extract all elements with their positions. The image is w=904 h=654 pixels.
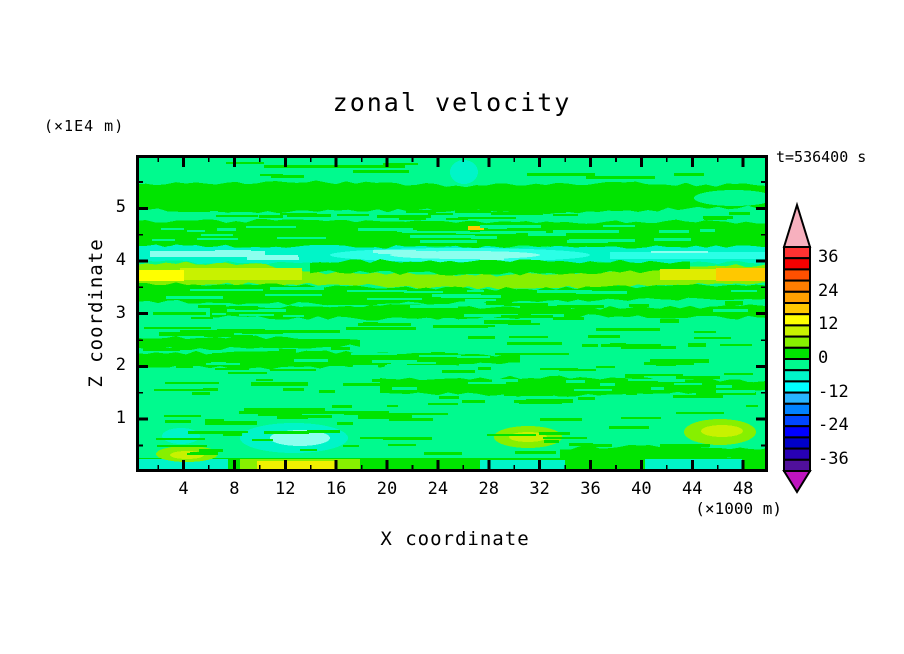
colorbar-box xyxy=(783,324,811,338)
x-tick-label: 8 xyxy=(229,479,240,499)
colorbar-tick-label: 12 xyxy=(818,314,839,335)
colorbar-tick-label: -24 xyxy=(818,415,849,436)
x-tick-label: 48 xyxy=(732,479,754,499)
contour-region xyxy=(694,190,768,206)
z-tick-label: 4 xyxy=(115,250,126,270)
colorbar xyxy=(782,201,812,494)
contour-band xyxy=(136,261,768,290)
contour-region xyxy=(257,461,337,471)
colorbar-box xyxy=(783,380,811,394)
contour-band xyxy=(560,444,768,462)
contour-region xyxy=(180,268,302,280)
contour-region xyxy=(468,226,484,230)
x-tick-label: 32 xyxy=(529,479,550,499)
colorbar-under-arrow xyxy=(782,470,812,494)
colorbar-box xyxy=(783,279,811,293)
colorbar-tick-label: 36 xyxy=(818,247,839,268)
colorbar-box xyxy=(783,436,811,450)
contour-region xyxy=(660,269,718,280)
x-tick-label: 40 xyxy=(631,479,652,499)
colorbar-box xyxy=(783,447,811,461)
plot-title: zonal velocity xyxy=(332,88,572,117)
x-tick-label: 4 xyxy=(178,479,189,499)
colorbar-tick-label: 24 xyxy=(818,280,839,301)
contour-region xyxy=(162,428,200,444)
x-tick-label: 44 xyxy=(682,479,703,499)
z-axis-title: Z coordinate xyxy=(85,238,107,388)
colorbar-box xyxy=(783,414,811,428)
colorbar-box xyxy=(783,458,811,472)
x-tick-label: 36 xyxy=(580,479,601,499)
z-axis-units-label: (×1E4 m) xyxy=(44,117,125,135)
colorbar-tick-label: -36 xyxy=(818,448,849,469)
contour-region xyxy=(610,252,768,259)
colorbar-box xyxy=(783,290,811,305)
contour-plot xyxy=(136,155,768,472)
x-tick-label: 20 xyxy=(376,479,398,499)
colorbar-box xyxy=(783,257,811,271)
colorbar-box xyxy=(783,302,811,316)
contour-region xyxy=(701,425,743,437)
contour-band xyxy=(310,259,690,276)
z-tick-label: 5 xyxy=(115,197,126,218)
contour-region xyxy=(480,460,565,471)
colorbar-over-arrow xyxy=(782,201,812,248)
colorbar-box xyxy=(783,246,811,260)
x-axis-units-label: (×1000 m) xyxy=(695,499,782,518)
x-axis-title: X coordinate xyxy=(380,528,530,550)
x-tick-label: 28 xyxy=(478,479,499,499)
colorbar-box xyxy=(783,346,811,361)
colorbar-tick-label: -12 xyxy=(818,381,849,402)
colorbar-box xyxy=(783,335,811,349)
timestamp-label: t=536400 s xyxy=(776,148,867,166)
contour-region xyxy=(716,268,768,281)
contour-region xyxy=(136,270,184,281)
colorbar-box xyxy=(783,313,811,327)
contour-region xyxy=(150,251,265,257)
z-tick-label: 3 xyxy=(115,302,126,323)
colorbar-box xyxy=(783,425,811,439)
z-tick-label: 1 xyxy=(115,408,126,429)
colorbar-box xyxy=(783,391,811,405)
x-tick-label: 16 xyxy=(325,479,347,499)
contour-region xyxy=(450,160,478,184)
colorbar-box xyxy=(783,402,811,417)
colorbar-box xyxy=(783,358,811,372)
contour-band xyxy=(136,335,360,351)
x-tick-label: 24 xyxy=(427,479,449,499)
colorbar-box xyxy=(783,369,811,383)
z-tick-label: 2 xyxy=(115,355,126,376)
colorbar-box xyxy=(783,268,811,282)
colorbar-tick-label: 0 xyxy=(818,348,829,368)
x-tick-label: 12 xyxy=(275,479,296,499)
contour-band xyxy=(136,180,768,215)
